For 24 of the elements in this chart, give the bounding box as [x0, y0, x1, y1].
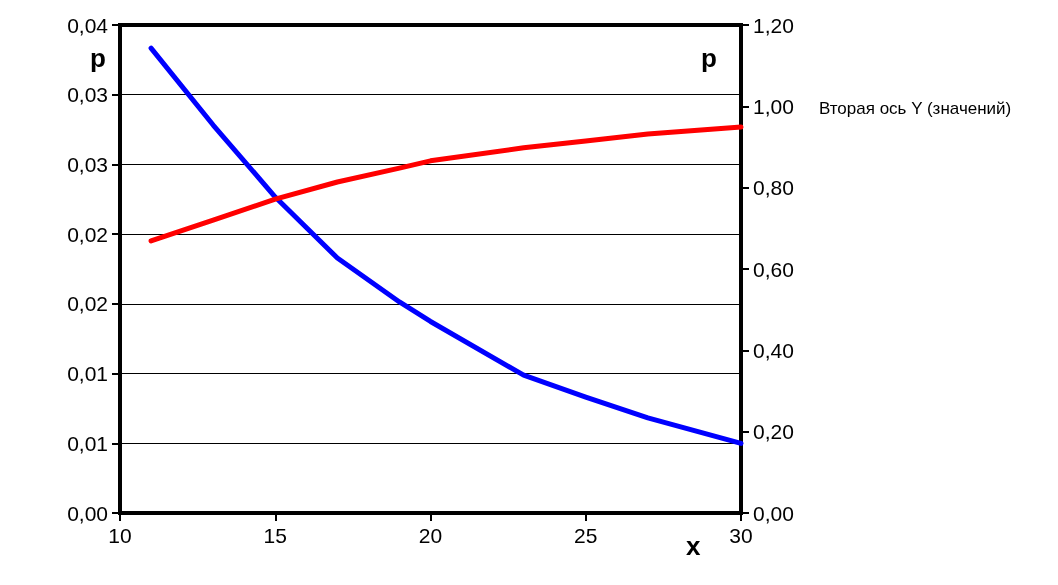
x-tick-label: 15	[263, 524, 287, 547]
y-tick-label: 0,03	[67, 83, 108, 107]
y2-tick-label: 0,20	[753, 420, 794, 444]
y2-tick-label: 0,00	[753, 501, 794, 525]
x-tick-label: 25	[574, 524, 598, 547]
x-axis-title: x	[686, 531, 701, 561]
y-tick-label: 0,01	[67, 431, 108, 455]
y2-tick-label: 1,20	[753, 13, 794, 37]
y-tick-label: 0,00	[67, 501, 108, 525]
y2-tick-label: 0,40	[753, 338, 794, 362]
y-tick-label: 0,02	[67, 222, 108, 246]
y-tick-label: 0,03	[67, 152, 108, 176]
x-tick-label: 20	[418, 524, 443, 547]
y2-tick-label: 0,80	[753, 176, 794, 200]
y-axis-title: p	[90, 43, 106, 73]
x-tick-label: 30	[729, 524, 753, 547]
y-tick-label: 0,04	[67, 13, 109, 37]
y2-axis-title: p	[701, 43, 717, 73]
y2-tick-label: 1,00	[753, 94, 794, 118]
y-tick-label: 0,01	[67, 362, 108, 386]
y2-tick-label: 0,60	[753, 257, 794, 281]
text: Вторая ось Y (значений)	[819, 99, 1012, 118]
y-tick-label: 0,02	[67, 292, 108, 316]
x-tick-label: 10	[108, 524, 132, 547]
